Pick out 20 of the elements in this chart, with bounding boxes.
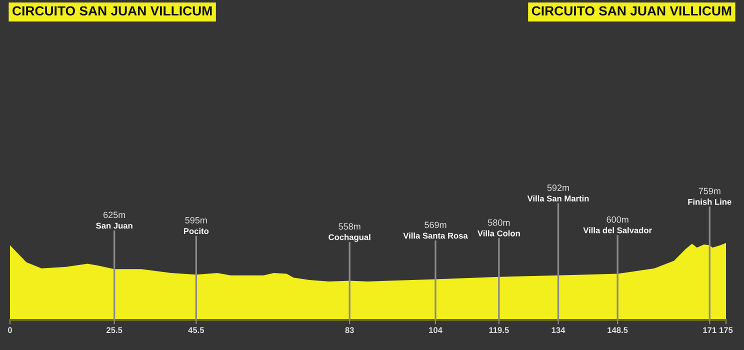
ref-line-label: 595m Pocito (184, 217, 209, 234)
chart-subtitle: CIRCUITO SAN JUAN VILLICUM (532, 6, 732, 16)
x-tick-label: 171 (703, 327, 716, 333)
ref-line-label: 600m Villa del Salvador (583, 216, 652, 234)
x-tick-label: 148.5 (608, 327, 628, 334)
x-tick-label: 134 (552, 327, 566, 334)
ref-line-label: 580m Villa Colon (478, 219, 520, 236)
x-tick-label: 83 (345, 327, 354, 334)
ref-line-label: 592m Villa San Martin (527, 184, 589, 202)
x-tick-label: 119.5 (489, 327, 509, 334)
ref-line-label: 759m Finish Line (688, 188, 732, 205)
ref-line-label: 569m Villa Santa Rosa (403, 222, 468, 239)
x-tick-label: 45.5 (188, 327, 204, 334)
ref-line-label: 558m Cochagual (328, 223, 370, 242)
chart-title: CIRCUITO SAN JUAN VILLICUM (12, 6, 212, 16)
x-tick-label: 25.5 (106, 327, 122, 334)
ref-line-label: 625m San Juan (96, 212, 132, 229)
x-tick-label: 0 (8, 327, 12, 334)
x-tick-label: 175 (720, 327, 733, 334)
x-tick-label: 104 (429, 327, 442, 334)
